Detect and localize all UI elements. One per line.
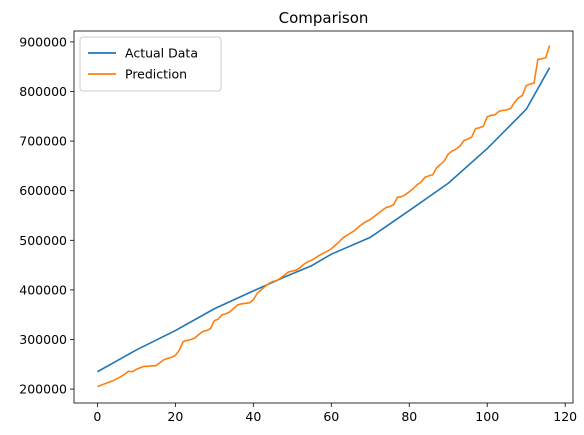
- series-layer: [96, 45, 551, 388]
- chart-title: Comparison: [279, 9, 369, 27]
- x-tick-label: 80: [401, 409, 417, 424]
- y-tick-label: 800000: [19, 84, 67, 99]
- y-tick-label: 300000: [19, 332, 67, 347]
- y-tick-label: 700000: [19, 134, 67, 149]
- legend-box: [79, 36, 222, 92]
- x-tick-label: 100: [475, 409, 499, 424]
- y-tick-label: 900000: [19, 34, 67, 49]
- legend-label: Actual Data: [125, 46, 198, 61]
- y-tick-label: 500000: [19, 233, 67, 248]
- x-axis: 0 20 40 60 80 100 120: [93, 403, 577, 424]
- y-axis: 200000 300000 400000 500000 600000 700000 8000…: [19, 34, 74, 397]
- x-tick-label: 0: [93, 409, 101, 424]
- x-tick-label: 60: [323, 409, 339, 424]
- y-tick-label: 600000: [19, 183, 67, 198]
- y-tick-label: 200000: [19, 382, 67, 397]
- x-tick-label: 120: [553, 409, 577, 424]
- legend-label: Prediction: [125, 67, 187, 82]
- series-line-prediction: [97, 45, 551, 388]
- plot-frame: [73, 30, 574, 404]
- x-tick-label: 20: [167, 409, 183, 424]
- series-line-actual-data: [96, 67, 551, 373]
- x-tick-label: 40: [245, 409, 261, 424]
- legend: Actual Data Prediction: [79, 36, 222, 92]
- y-tick-label: 400000: [19, 282, 67, 297]
